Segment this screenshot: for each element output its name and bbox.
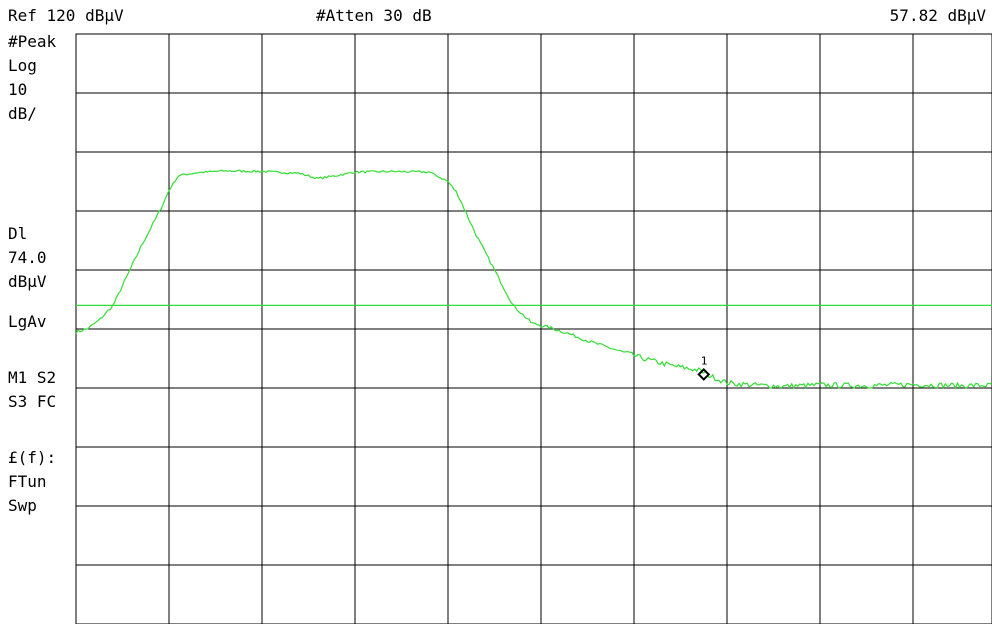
scale-type-label: Log <box>8 56 37 75</box>
graticule <box>76 34 992 624</box>
display-line-value: 74.0 <box>8 248 47 267</box>
marker-1[interactable]: 1 <box>697 354 711 381</box>
marker-status-line-1: M1 S2 <box>8 368 57 387</box>
scale-value-label: 10 <box>8 80 28 99</box>
marker-amplitude-readout: 57.82 dBμV <box>889 6 986 25</box>
scale-unit-label: dB/ <box>8 104 37 123</box>
attenuation-label: #Atten 30 dB <box>316 6 432 25</box>
marker-diamond-icon[interactable] <box>697 368 711 381</box>
function-line-1: £(f): <box>8 448 57 467</box>
marker-status-line-2: S3 FC <box>8 392 57 411</box>
display-line-label: Dl <box>8 224 28 243</box>
marker-number-label: 1 <box>701 354 708 367</box>
spectrum-trace <box>75 169 992 390</box>
display-line-unit: dBμV <box>8 272 47 291</box>
function-line-2: FTun <box>8 472 47 491</box>
function-line-3: Swp <box>8 496 37 515</box>
ref-level-label: Ref 120 dBμV <box>8 6 124 25</box>
averaging-label: LgAv <box>8 312 47 331</box>
detector-label: #Peak <box>8 32 57 51</box>
